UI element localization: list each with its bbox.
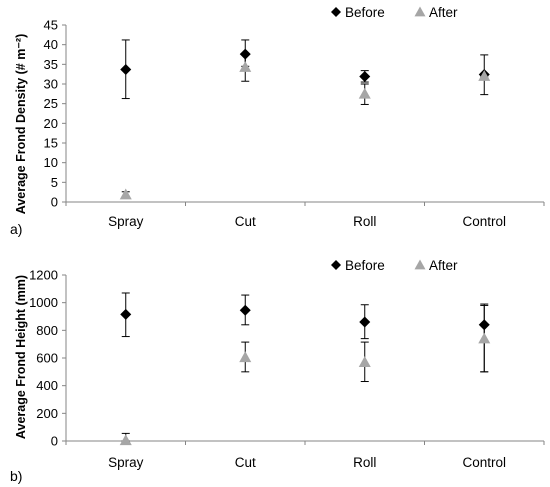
- y-tick-label: 40: [44, 37, 58, 52]
- x-tick-label: Spray: [108, 455, 144, 470]
- y-tick-label: 200: [36, 406, 58, 421]
- after-point: [119, 434, 132, 446]
- after-point: [239, 351, 252, 363]
- y-tick-label: 10: [44, 155, 58, 170]
- y-tick-label: 0: [51, 434, 58, 449]
- y-tick-label: 400: [36, 378, 58, 393]
- after-point: [478, 70, 491, 81]
- after-point: [358, 356, 371, 367]
- y-axis-label-density: Average Frond Density (# m⁻²): [14, 34, 28, 214]
- y-tick-label: 600: [36, 351, 58, 366]
- x-tick-label: Cut: [235, 455, 256, 470]
- chart-height: Average Frond Height (mm) b) 0 200 400 600 8…: [10, 258, 545, 484]
- after-point: [239, 61, 252, 72]
- panel-label-b: b): [10, 468, 22, 484]
- y-tick-label: 25: [44, 96, 58, 111]
- x-tick-label: Spray: [108, 214, 144, 229]
- y-tick-label: 0: [51, 195, 58, 210]
- y-tick-label: 800: [36, 323, 58, 338]
- y-tick-label: 1200: [29, 268, 58, 283]
- y-tick-label: 15: [44, 136, 58, 151]
- y-axis-label-height: Average Frond Height (mm): [14, 275, 28, 439]
- panel-label-a: a): [10, 221, 22, 237]
- before-point: [239, 304, 251, 316]
- x-tick-label: Roll: [353, 455, 376, 470]
- y-tick-label: 1000: [29, 295, 58, 310]
- x-tick-label: Control: [462, 214, 506, 229]
- after-point: [358, 87, 371, 99]
- legend-marker-after: [414, 259, 426, 270]
- legend-label: After: [429, 258, 458, 273]
- legend: Before After: [331, 5, 458, 20]
- x-tick-label: Roll: [353, 214, 376, 229]
- x-tick-label: Cut: [235, 214, 256, 229]
- before-point: [120, 63, 132, 75]
- y-tick-label: 5: [51, 175, 58, 190]
- legend-label: Before: [345, 258, 385, 273]
- before-point: [359, 71, 371, 83]
- x-tick-label: Control: [462, 455, 506, 470]
- after-point: [478, 332, 491, 344]
- legend-label: After: [429, 5, 458, 20]
- y-tick-label: 20: [44, 116, 58, 131]
- before-point: [120, 308, 132, 320]
- y-tick-label: 35: [44, 57, 58, 72]
- chart-density: Average Frond Density (# m⁻²) a) 0 5 10 15 2…: [10, 5, 545, 237]
- legend: Before After: [331, 258, 458, 273]
- y-tick-label: 45: [44, 18, 58, 33]
- legend-label: Before: [345, 5, 385, 20]
- legend-marker-before: [331, 260, 341, 270]
- y-tick-label: 30: [44, 77, 58, 92]
- after-point: [119, 188, 132, 200]
- legend-marker-before: [331, 7, 341, 17]
- before-point: [359, 316, 371, 328]
- legend-marker-after: [414, 6, 426, 17]
